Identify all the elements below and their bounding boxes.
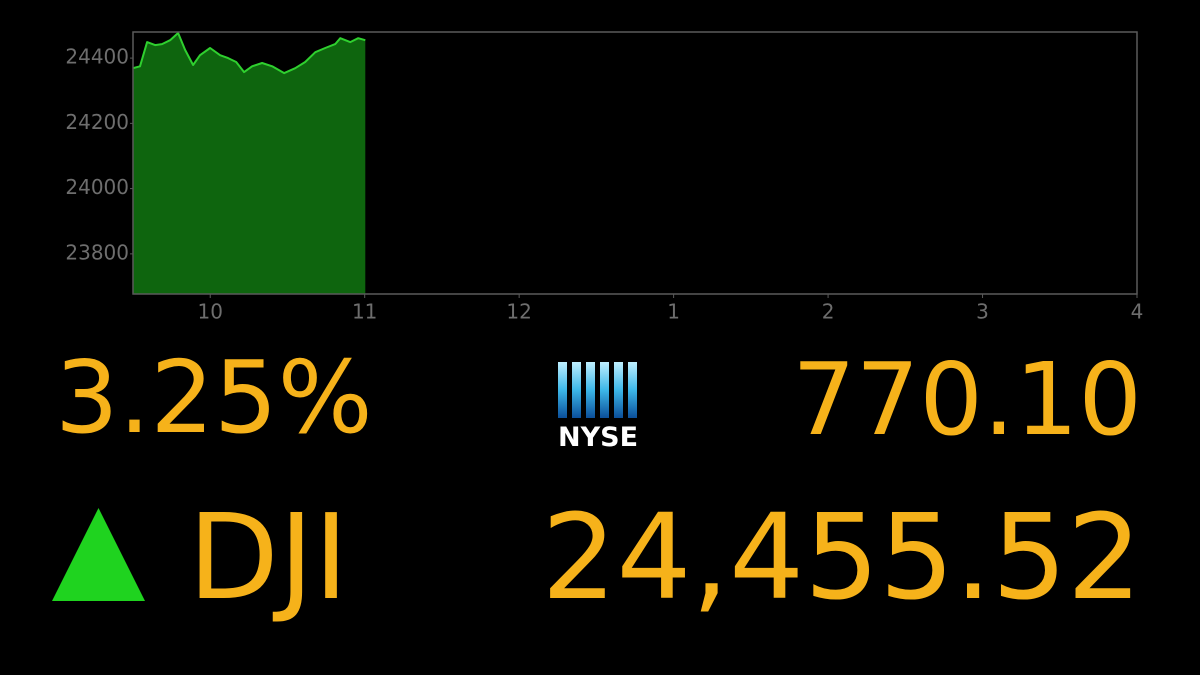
x-tick-label: 4: [1131, 300, 1144, 324]
price-line: [133, 32, 366, 75]
logo-stripe: [586, 362, 595, 418]
index-symbol: DJI: [188, 488, 348, 626]
area-fill: [133, 33, 366, 294]
y-tick-label: 23800: [65, 240, 129, 264]
x-tick-label: 11: [352, 300, 377, 324]
change-points: 770.10: [792, 341, 1142, 458]
nyse-logo: NYSE: [558, 362, 638, 453]
logo-stripe: [558, 362, 567, 418]
plot-frame: [132, 31, 1138, 295]
up-arrow: [52, 508, 145, 601]
logo-stripe: [628, 362, 637, 418]
x-tick-label: 12: [506, 300, 531, 324]
y-tick-label: 24400: [65, 45, 129, 69]
x-tick-label: 1: [667, 300, 680, 324]
x-tick-label: 10: [198, 300, 223, 324]
y-tick-label: 24000: [65, 175, 129, 199]
logo-stripe: [600, 362, 609, 418]
x-tick-label: 3: [976, 300, 989, 324]
exchange-name: NYSE: [558, 422, 638, 453]
x-tick-label: 2: [822, 300, 835, 324]
logo-stripe: [614, 362, 623, 418]
index-price: 24,455.52: [541, 488, 1142, 626]
y-tick-label: 24200: [65, 110, 129, 134]
change-percent: 3.25%: [55, 339, 373, 456]
plot: [133, 32, 366, 294]
logo-stripe: [572, 362, 581, 418]
